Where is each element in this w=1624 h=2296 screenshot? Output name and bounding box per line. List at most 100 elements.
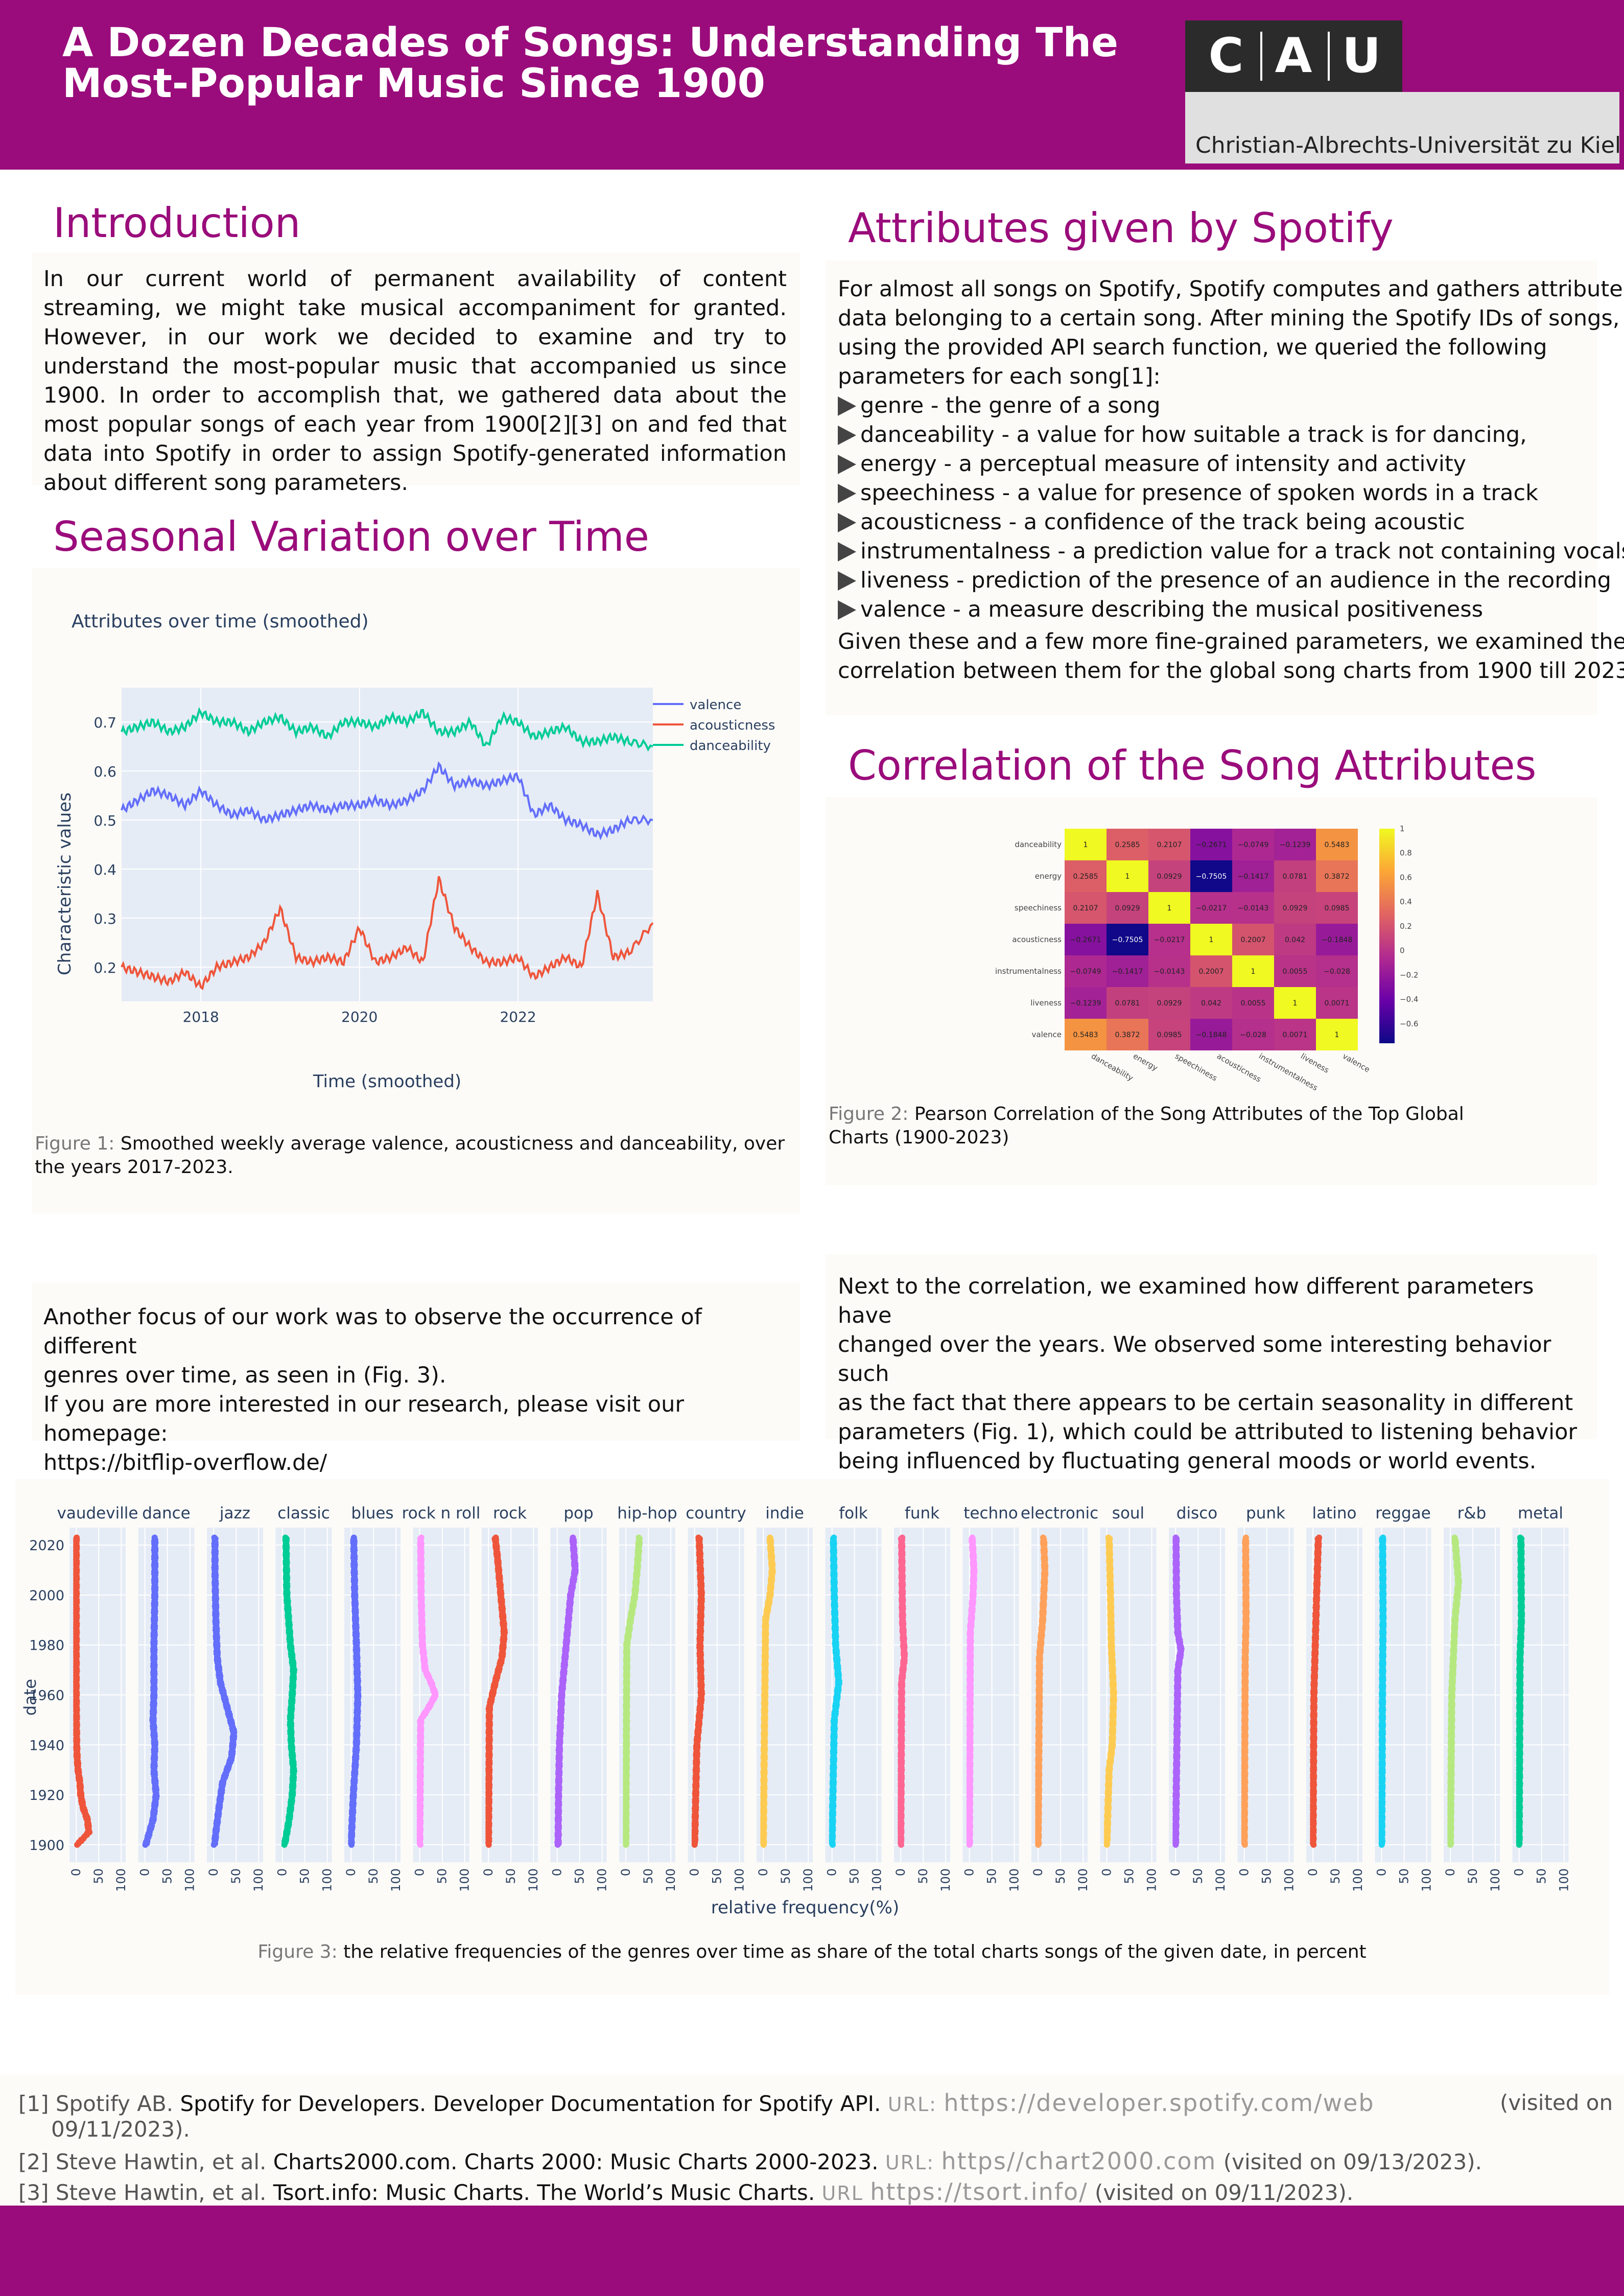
heatmap-cell bbox=[1148, 1019, 1190, 1050]
heatmap-cell bbox=[1232, 829, 1274, 860]
figure2-text: Pearson Correlation of the Song Attribut… bbox=[829, 1104, 1464, 1148]
x-tick-label: 100 bbox=[1076, 1868, 1090, 1892]
genre-point bbox=[1243, 1534, 1249, 1541]
colorbar-tick-label: 0.2 bbox=[1400, 922, 1412, 931]
colorbar-tick-label: 0.6 bbox=[1400, 873, 1412, 882]
x-tick-label: 0 bbox=[825, 1868, 839, 1876]
heatmap-cell-value: −0.7505 bbox=[1112, 936, 1143, 944]
x-tick-label: 100 bbox=[1282, 1868, 1297, 1892]
attributes-intro-line: data belonging to a certain song. After … bbox=[838, 306, 1620, 331]
heatmap-cell bbox=[1232, 955, 1274, 987]
heatmap-cell-value: 0.042 bbox=[1201, 999, 1221, 1008]
change-text-line: parameters (Fig. 1), which could be attr… bbox=[838, 1419, 1578, 1445]
change-text-panel bbox=[826, 1254, 1597, 1439]
x-tick-label: 0 bbox=[138, 1868, 152, 1876]
x-tick-label: 0 bbox=[1100, 1868, 1114, 1876]
x-tick-label: 100 bbox=[1145, 1868, 1159, 1892]
triangle-bullet-icon bbox=[838, 396, 856, 416]
heatmap-cell-value: −0.0143 bbox=[1238, 904, 1269, 912]
genre-panel-title: pop bbox=[563, 1504, 593, 1522]
genre-panel-title: classic bbox=[277, 1504, 330, 1522]
heatmap-cell bbox=[1065, 892, 1107, 924]
x-tick-label: 0 bbox=[756, 1868, 770, 1876]
genre-point bbox=[350, 1534, 357, 1541]
heatmap-cell-value: 0.0071 bbox=[1283, 1031, 1308, 1039]
genre-point bbox=[899, 1534, 906, 1541]
x-tick-label: 0 bbox=[413, 1868, 427, 1876]
figure1-label: Figure 1: bbox=[35, 1133, 115, 1154]
attribute-item-text: valence - a measure describing the music… bbox=[860, 597, 1484, 622]
x-tick-label: 50 bbox=[848, 1868, 862, 1884]
x-tick-label: 100 bbox=[183, 1868, 197, 1892]
intro-panel bbox=[32, 252, 800, 485]
x-tick-label: 50 bbox=[1328, 1868, 1343, 1884]
heatmap-cell bbox=[1274, 860, 1316, 892]
heatmap-cell bbox=[1107, 829, 1148, 860]
x-tick-label: 50 bbox=[641, 1868, 655, 1884]
line-chart-y-ticks: 0.20.30.40.50.60.7 bbox=[93, 714, 116, 976]
heatmap-cell-value: 0.042 bbox=[1285, 936, 1305, 944]
heatmap-cell-value: −0.0749 bbox=[1070, 968, 1101, 976]
correlation-heatmap: 1 0.2585 0.2107 −0.2671 −0.0749 −0.1239 0.5483… bbox=[995, 824, 1418, 1093]
attribute-item: danceability - a value for how suitable … bbox=[838, 420, 1594, 450]
attributes-text: For almost all songs on Spotify, Spotify… bbox=[838, 275, 1624, 686]
genre-point bbox=[831, 1534, 837, 1541]
heatmap-cell bbox=[1190, 955, 1232, 987]
x-tick-label: 0 bbox=[688, 1868, 702, 1876]
heatmap-cell-value: −0.2671 bbox=[1196, 841, 1227, 849]
title-line-1: A Dozen Decades of Songs: Understanding … bbox=[62, 20, 1118, 66]
genre-point bbox=[1172, 1534, 1179, 1541]
correlation-title: Correlation of the Song Attributes bbox=[848, 742, 1537, 789]
series-line-acousticness bbox=[121, 876, 654, 991]
figure2-caption: Figure 2: Pearson Correlation of the Son… bbox=[829, 1103, 1508, 1150]
change-text: Next to the correlation, we examined how… bbox=[838, 1272, 1594, 1476]
genre-panel-title: indie bbox=[765, 1504, 804, 1522]
x-tick-label: 50 bbox=[985, 1868, 999, 1884]
heatmap-cell bbox=[1148, 987, 1190, 1019]
x-tick-label: 2018 bbox=[183, 1009, 219, 1025]
heatmap-cell bbox=[1316, 987, 1358, 1019]
x-tick-label: 50 bbox=[229, 1868, 243, 1884]
heatmap-row-label: acousticness bbox=[1012, 935, 1062, 944]
heatmap-cell-value: 1 bbox=[1125, 873, 1130, 881]
x-tick-label: 50 bbox=[1260, 1868, 1274, 1884]
genre-panel-title: latino bbox=[1312, 1504, 1357, 1522]
line-chart-y-label: Characteristic values bbox=[55, 792, 75, 975]
attribute-item-text: acousticness - a confidence of the track… bbox=[860, 509, 1465, 535]
x-tick-label: 0 bbox=[1306, 1868, 1320, 1876]
heatmap-cell-value: 0.0929 bbox=[1115, 904, 1140, 912]
heatmap-cell-value: 0.5483 bbox=[1073, 1031, 1098, 1039]
x-tick-label: 50 bbox=[91, 1868, 106, 1884]
x-tick-label: 50 bbox=[916, 1868, 930, 1884]
heatmap-cell-value: 0.0055 bbox=[1283, 968, 1308, 976]
y-tick-label: 0.7 bbox=[93, 714, 116, 731]
attribute-item-text: genre - the genre of a song bbox=[860, 393, 1161, 418]
attribute-item-text: speechiness - a value for presence of sp… bbox=[860, 480, 1539, 506]
genre-point bbox=[492, 1534, 499, 1541]
heatmap-cell-value: 1 bbox=[1167, 904, 1172, 912]
heatmap-row-label: liveness bbox=[1030, 998, 1062, 1008]
heatmap-cell bbox=[1065, 955, 1107, 987]
homepage-link[interactable]: https://bitflip-overflow.de/ bbox=[43, 1450, 327, 1475]
genre-panel-title: folk bbox=[839, 1504, 867, 1522]
attribute-item: genre - the genre of a song bbox=[838, 391, 1594, 420]
x-tick-label: 100 bbox=[458, 1868, 472, 1892]
attribute-item-text: danceability - a value for how suitable … bbox=[860, 422, 1527, 448]
heatmap-cell bbox=[1148, 924, 1190, 955]
line-chart-x-label: Time (smoothed) bbox=[313, 1071, 461, 1092]
line-chart-plot-area bbox=[122, 688, 653, 1001]
genre-panel-title: blues bbox=[351, 1504, 393, 1522]
genre-text-panel bbox=[32, 1282, 800, 1441]
heatmap-cell bbox=[1190, 892, 1232, 924]
heatmap-cell bbox=[1107, 1019, 1148, 1050]
